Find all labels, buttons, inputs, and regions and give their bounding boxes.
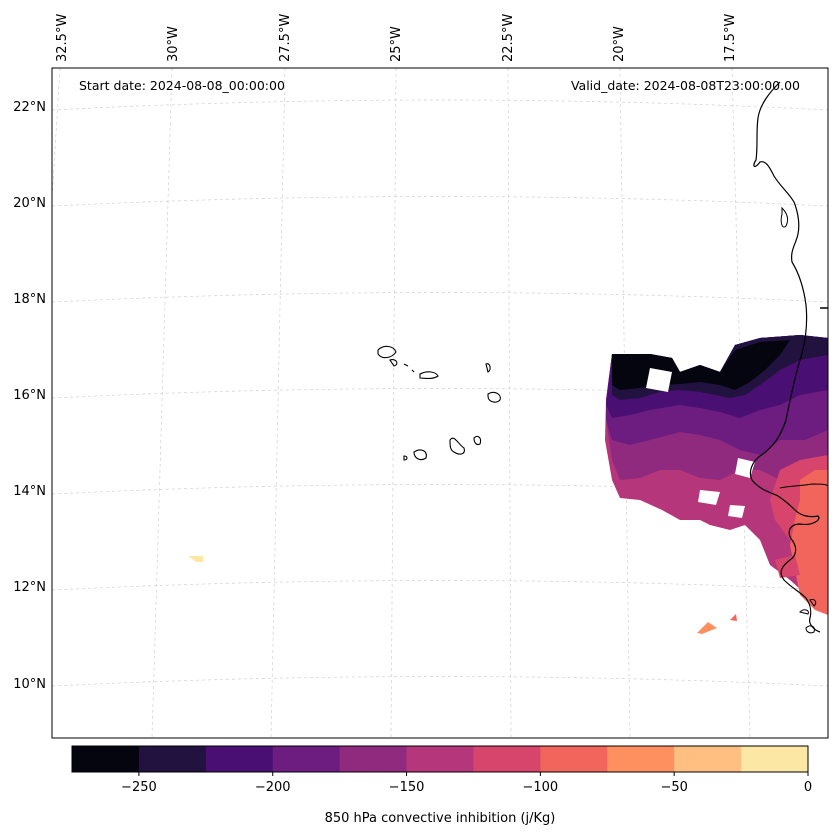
colorbar-segment xyxy=(339,746,408,772)
lon-label: 30°W xyxy=(166,26,181,62)
colorbar-tick-label: −150 xyxy=(389,780,425,795)
lon-label: 20°W xyxy=(612,26,627,62)
cin-contours xyxy=(605,335,828,615)
colorbar-segment xyxy=(674,746,742,772)
latitude-labels: 22°N 20°N 18°N 16°N 14°N 12°N 10°N xyxy=(13,100,46,692)
colorbar-segment xyxy=(540,746,608,772)
lon-label: 22.5°W xyxy=(501,14,516,62)
cin-gap-4 xyxy=(728,505,745,518)
colorbar xyxy=(71,745,809,773)
cin-patch-west xyxy=(188,556,203,562)
colorbar-tick-label: 0 xyxy=(804,780,812,795)
longitude-gridlines xyxy=(51,67,751,739)
lat-label: 20°N xyxy=(13,196,46,211)
lat-label: 16°N xyxy=(13,388,46,403)
lat-label: 22°N xyxy=(13,100,46,115)
lat-label: 12°N xyxy=(13,580,46,595)
lat-label: 10°N xyxy=(13,677,46,692)
colorbar-tick-label: −250 xyxy=(121,780,157,795)
africa-coastline xyxy=(749,81,821,633)
valid-date-label: Valid_date: 2024-08-08T23:00:00.00 xyxy=(571,78,800,93)
lat-label: 14°N xyxy=(13,484,46,499)
cin-gap-1 xyxy=(646,368,672,392)
cape-verde-islands xyxy=(377,345,501,461)
cin-patch-south-2 xyxy=(730,614,737,621)
lon-label: 25°W xyxy=(389,26,404,62)
colorbar-tick-label: −100 xyxy=(523,780,559,795)
colorbar-segment xyxy=(272,746,341,772)
lon-label: 17.5°W xyxy=(723,14,738,62)
coastal-islands xyxy=(780,206,817,634)
colorbar-segment xyxy=(607,746,675,772)
map-frame xyxy=(51,67,829,739)
colorbar-ticks: −250 −200 −150 −100 −50 0 xyxy=(121,772,812,795)
lon-label: 27.5°W xyxy=(278,14,293,62)
colorbar-frame xyxy=(71,745,809,773)
colorbar-segment xyxy=(138,746,207,772)
start-date-label: Start date: 2024-08-08_00:00:00 xyxy=(79,78,285,93)
colorbar-tick-label: −50 xyxy=(660,780,687,795)
colorbar-segment xyxy=(205,746,274,772)
colorbar-tick-label: −200 xyxy=(255,780,291,795)
map-axes xyxy=(51,67,829,739)
colorbar-segment xyxy=(72,746,140,772)
lon-label: 32.5°W xyxy=(55,14,70,62)
cin-fill-band-7 xyxy=(790,470,828,615)
cin-patch-south xyxy=(697,622,717,634)
gambia-river xyxy=(779,483,829,489)
colorbar-segment xyxy=(473,746,541,772)
latitude-gridlines xyxy=(51,99,829,687)
longitude-labels: 32.5°W 30°W 27.5°W 25°W 22.5°W 20°W 17.5… xyxy=(55,14,738,62)
lat-label: 18°N xyxy=(13,292,46,307)
colorbar-segment xyxy=(406,746,474,772)
colorbar-segment xyxy=(741,746,809,772)
cin-gap-2 xyxy=(698,490,720,505)
colorbar-label: 850 hPa convective inhibition (j/Kg) xyxy=(325,811,556,826)
